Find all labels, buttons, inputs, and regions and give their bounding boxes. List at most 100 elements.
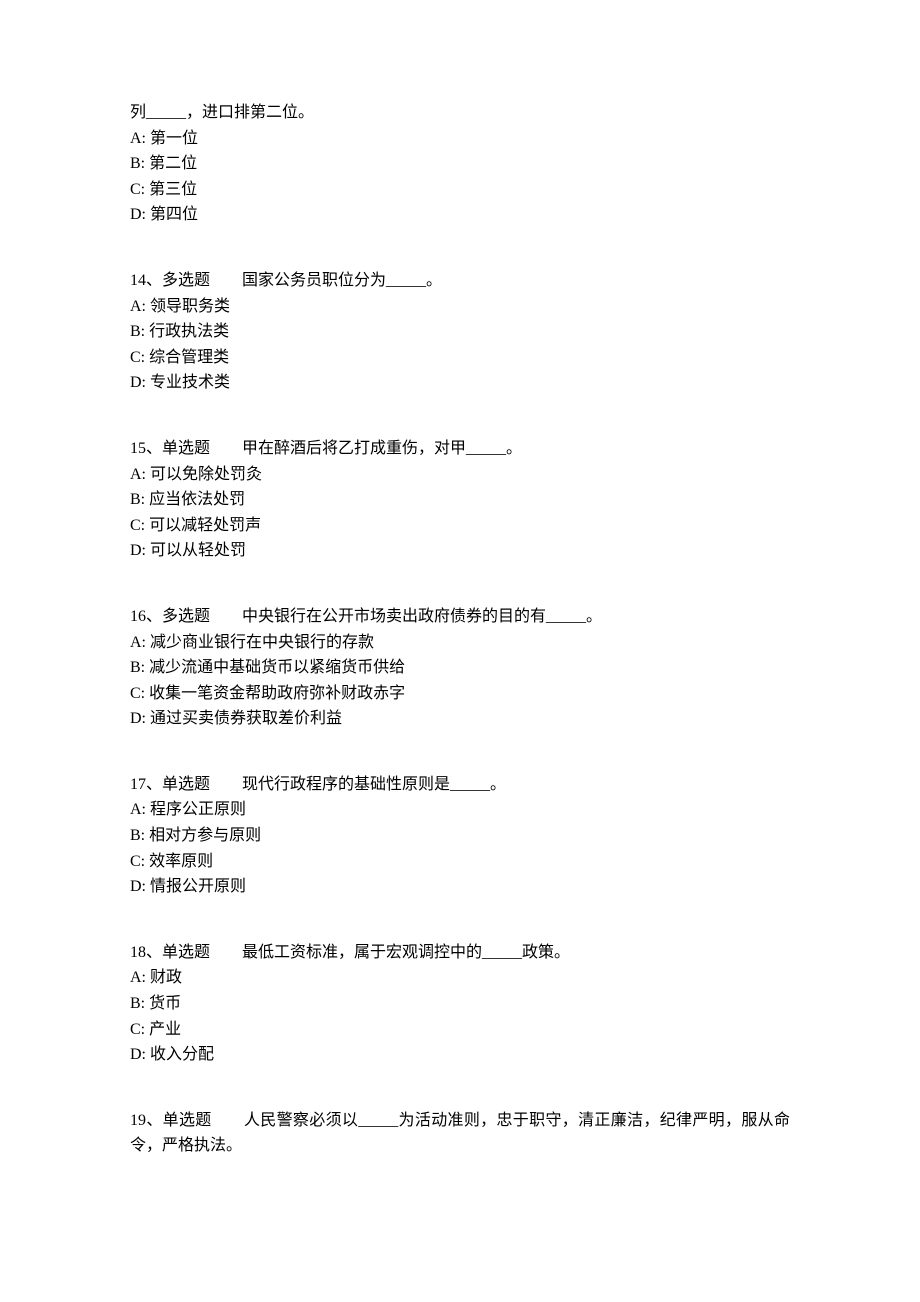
option-label: A: [130,130,146,147]
option-c: C: 可以减轻处罚声 [130,513,790,539]
option-c: C: 综合管理类 [130,345,790,371]
option-text: 第一位 [150,130,198,147]
option-label: D: [130,1046,146,1063]
question-number: 18、 [130,944,162,961]
option-a: A: 领导职务类 [130,294,790,320]
option-text: 货币 [149,995,181,1012]
option-label: C: [130,349,145,366]
option-b: B: 相对方参与原则 [130,823,790,849]
option-c: C: 收集一笔资金帮助政府弥补财政赤字 [130,681,790,707]
option-d: D: 第四位 [130,202,790,228]
question-number: 16、 [130,608,162,625]
option-label: B: [130,323,145,340]
option-label: A: [130,466,146,483]
option-text: 可以免除处罚灸 [150,466,262,483]
option-a: A: 第一位 [130,126,790,152]
question-stem: 18、单选题 最低工资标准，属于宏观调控中的_____政策。 [130,940,790,966]
option-text: 应当依法处罚 [149,491,245,508]
option-text: 综合管理类 [149,349,229,366]
question-15: 15、单选题甲在醉酒后将乙打成重伤，对甲_____。 A: 可以免除处罚灸 B:… [130,436,790,564]
option-label: C: [130,853,145,870]
option-label: B: [130,659,145,676]
option-label: D: [130,374,146,391]
question-number: 19、 [130,1112,163,1129]
option-b: B: 第二位 [130,151,790,177]
question-text: 国家公务员职位分为_____。 [242,272,442,289]
option-c: C: 效率原则 [130,849,790,875]
option-text: 减少流通中基础货币以紧缩货币供给 [149,659,405,676]
option-text: 产业 [149,1021,181,1038]
option-label: A: [130,801,146,818]
option-label: D: [130,878,146,895]
question-18: 18、单选题 最低工资标准，属于宏观调控中的_____政策。 A: 财政 B: 货… [130,940,790,1068]
option-label: D: [130,710,146,727]
question-type: 单选题 [163,1112,212,1129]
question-text: 中央银行在公开市场卖出政府债券的目的有_____。 [242,608,602,625]
question-type: 多选题 [162,608,210,625]
option-text: 通过买卖债券获取差价利益 [150,710,342,727]
option-text: 程序公正原则 [150,801,246,818]
question-text: 甲在醉酒后将乙打成重伤，对甲_____。 [242,440,522,457]
option-label: A: [130,969,146,986]
question-17: 17、单选题 现代行政程序的基础性原则是_____。 A: 程序公正原则 B: 相… [130,772,790,900]
option-a: A: 财政 [130,965,790,991]
option-text: 效率原则 [149,853,213,870]
question-stem: 15、单选题甲在醉酒后将乙打成重伤，对甲_____。 [130,436,790,462]
option-b: B: 行政执法类 [130,319,790,345]
option-label: D: [130,542,146,559]
option-text: 情报公开原则 [150,878,246,895]
question-13-continued: 列_____，进口排第二位。 A: 第一位 B: 第二位 C: 第三位 D: 第… [130,100,790,228]
option-a: A: 可以免除处罚灸 [130,462,790,488]
option-label: B: [130,827,145,844]
question-number: 15、 [130,440,162,457]
page-container: 列_____，进口排第二位。 A: 第一位 B: 第二位 C: 第三位 D: 第… [0,0,920,1302]
question-16: 16、多选题 中央银行在公开市场卖出政府债券的目的有_____。 A: 减少商业银… [130,604,790,732]
option-b: B: 减少流通中基础货币以紧缩货币供给 [130,655,790,681]
option-text: 可以从轻处罚 [150,542,246,559]
option-label: A: [130,634,146,651]
option-label: A: [130,298,146,315]
question-type: 单选题 [162,776,210,793]
question-stem: 19、单选题人民警察必须以_____为活动准则，忠于职守，清正廉洁，纪律严明，服… [130,1108,790,1159]
option-text: 第三位 [149,181,197,198]
option-label: C: [130,181,145,198]
option-label: B: [130,155,145,172]
option-text: 领导职务类 [150,298,230,315]
option-d: D: 情报公开原则 [130,874,790,900]
question-text: 最低工资标准，属于宏观调控中的_____政策。 [242,944,570,961]
option-label: C: [130,1021,145,1038]
option-text: 收集一笔资金帮助政府弥补财政赤字 [149,685,405,702]
question-number: 17、 [130,776,162,793]
option-d: D: 专业技术类 [130,370,790,396]
option-label: C: [130,517,145,534]
option-text: 第二位 [149,155,197,172]
question-number: 14、 [130,272,162,289]
option-text: 减少商业银行在中央银行的存款 [150,634,374,651]
option-text: 行政执法类 [149,323,229,340]
question-stem: 16、多选题 中央银行在公开市场卖出政府债券的目的有_____。 [130,604,790,630]
question-text: 现代行政程序的基础性原则是_____。 [242,776,506,793]
option-d: D: 通过买卖债券获取差价利益 [130,706,790,732]
question-type: 单选题 [162,944,210,961]
question-14: 14、多选题国家公务员职位分为_____。 A: 领导职务类 B: 行政执法类 … [130,268,790,396]
question-19: 19、单选题人民警察必须以_____为活动准则，忠于职守，清正廉洁，纪律严明，服… [130,1108,790,1159]
option-a: A: 程序公正原则 [130,797,790,823]
option-b: B: 货币 [130,991,790,1017]
option-text: 收入分配 [150,1046,214,1063]
question-type: 多选题 [162,272,210,289]
option-b: B: 应当依法处罚 [130,487,790,513]
option-text: 专业技术类 [150,374,230,391]
option-text: 相对方参与原则 [149,827,261,844]
option-label: B: [130,995,145,1012]
option-a: A: 减少商业银行在中央银行的存款 [130,630,790,656]
option-text: 第四位 [150,206,198,223]
option-label: D: [130,206,146,223]
option-c: C: 第三位 [130,177,790,203]
question-stem: 17、单选题 现代行政程序的基础性原则是_____。 [130,772,790,798]
option-text: 可以减轻处罚声 [149,517,261,534]
option-label: B: [130,491,145,508]
option-d: D: 可以从轻处罚 [130,538,790,564]
option-d: D: 收入分配 [130,1042,790,1068]
question-stem: 列_____，进口排第二位。 [130,100,790,126]
option-label: C: [130,685,145,702]
